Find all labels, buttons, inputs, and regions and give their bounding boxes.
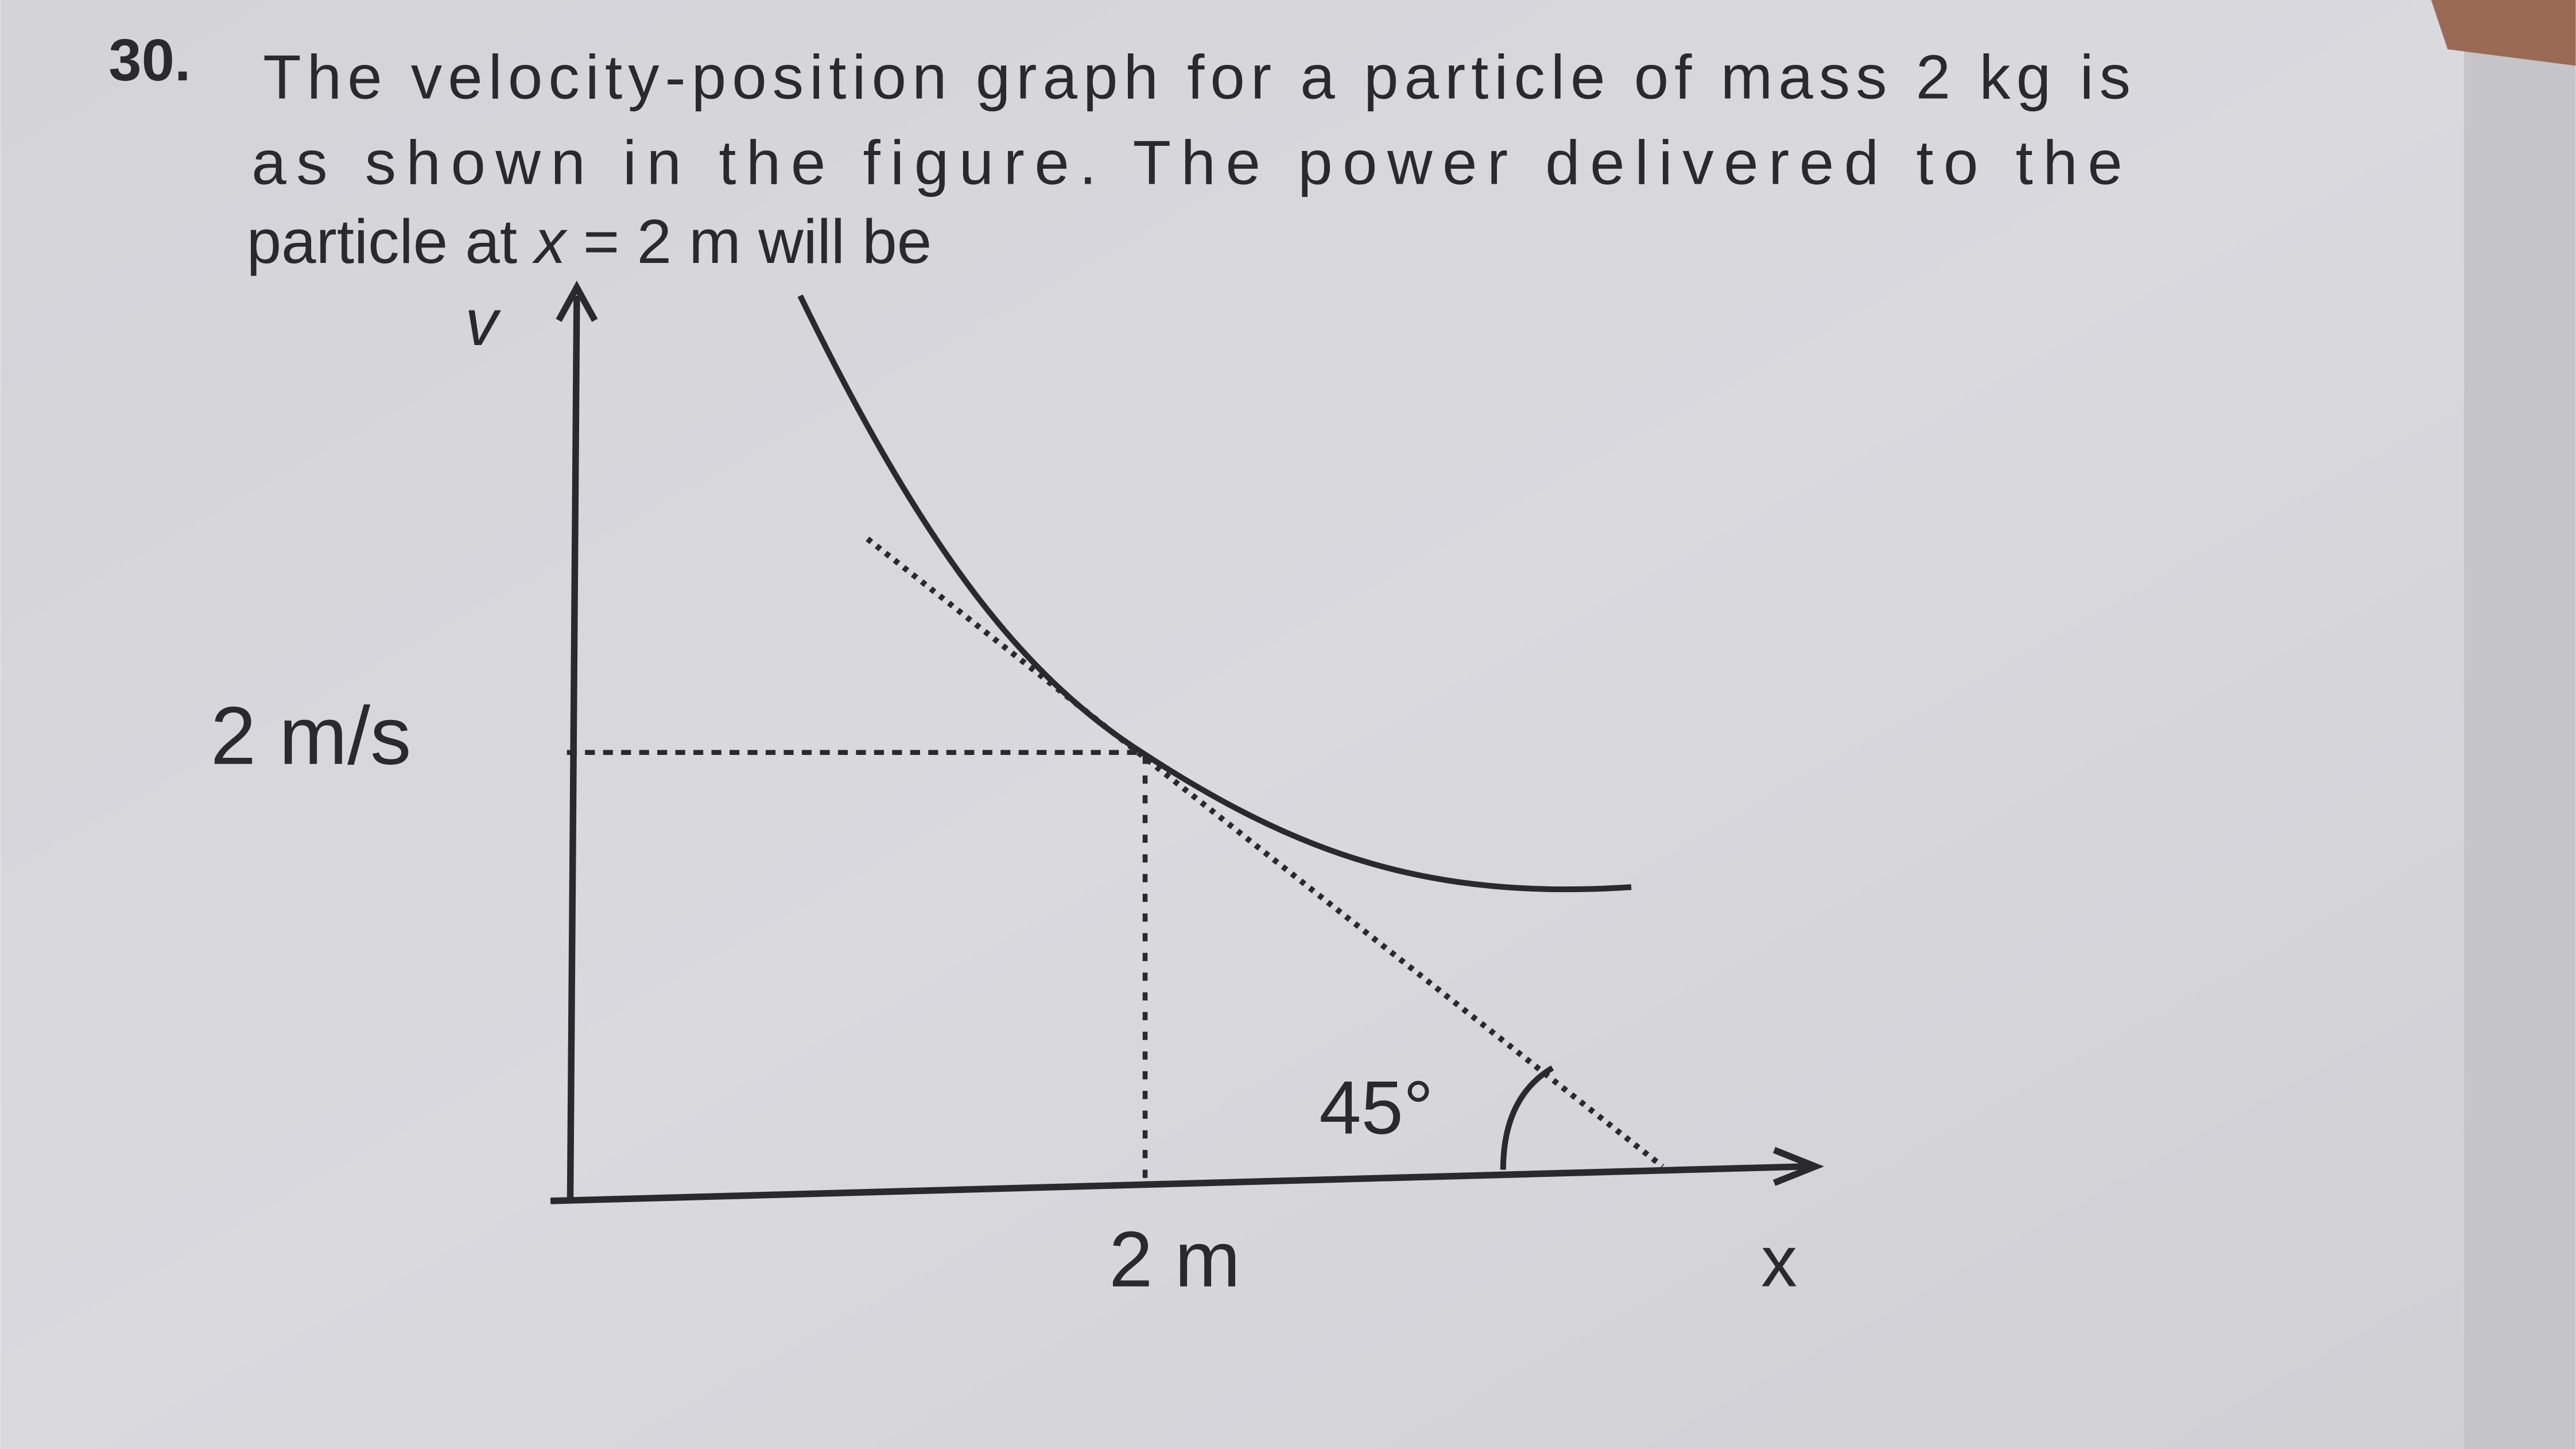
angle-label: 45° [1319,1066,1433,1150]
question-line: The velocity-position graph for a partic… [263,43,2131,113]
axis-label: v [465,286,501,359]
axis-label: x [1761,1221,1797,1302]
arrow-head [1772,1146,1825,1186]
variable: x [532,207,568,277]
text: particle at [247,207,535,277]
tick-label: 2 m/s [211,690,412,782]
text: = 2 m will be [566,207,932,277]
page-edge [2464,0,2576,1449]
y-axis [567,296,580,1203]
tick-label: 2 m [1109,1216,1240,1304]
x-axis [550,1163,1807,1204]
angle-arc [1500,1065,1554,1170]
arrow-head [556,280,598,322]
question-line: as shown in the figure. The power delive… [251,129,2122,198]
table-corner [2431,0,2576,66]
tangent [866,536,1665,1169]
graph [550,280,1825,1204]
question-line: particle at x = 2 m will be [247,207,932,277]
question-number: 30. [108,27,191,93]
